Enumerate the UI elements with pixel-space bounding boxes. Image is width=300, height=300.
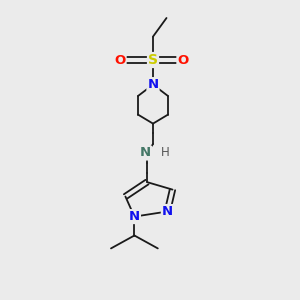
Text: N: N (162, 205, 173, 218)
Text: S: S (148, 53, 158, 67)
Text: H: H (160, 146, 169, 160)
Text: O: O (114, 53, 126, 67)
Text: N: N (147, 78, 159, 91)
Text: N: N (129, 210, 140, 223)
Text: N: N (140, 146, 151, 160)
Text: O: O (177, 53, 189, 67)
